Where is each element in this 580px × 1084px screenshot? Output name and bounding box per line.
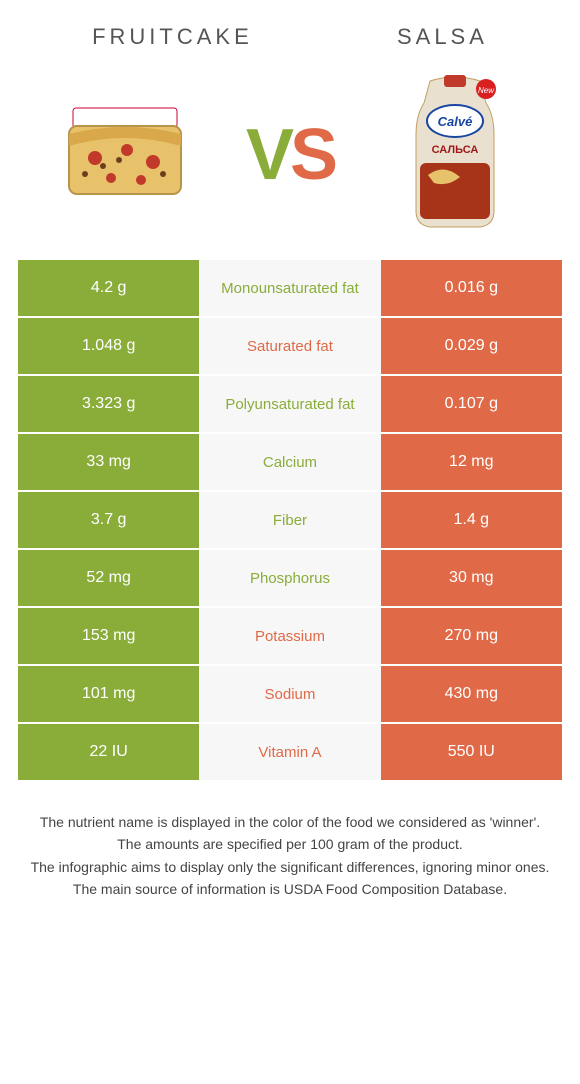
vs-label: VS	[246, 114, 334, 196]
left-value: 4.2 g	[18, 260, 199, 316]
table-row: 3.323 gPolyunsaturated fat0.107 g	[18, 376, 562, 432]
left-value: 3.7 g	[18, 492, 199, 548]
right-value: 0.107 g	[381, 376, 562, 432]
salsa-image: Calvé САЛЬСА New	[385, 85, 525, 225]
table-row: 22 IUVitamin A550 IU	[18, 724, 562, 780]
nutrient-label: Sodium	[199, 666, 380, 722]
right-value: 550 IU	[381, 724, 562, 780]
footnote-line: The nutrient name is displayed in the co…	[20, 812, 560, 832]
right-value: 12 mg	[381, 434, 562, 490]
left-value: 22 IU	[18, 724, 199, 780]
nutrient-label: Calcium	[199, 434, 380, 490]
footnote-line: The infographic aims to display only the…	[20, 857, 560, 877]
left-value: 153 mg	[18, 608, 199, 664]
header: Fruitcake Salsa	[0, 0, 580, 60]
right-value: 30 mg	[381, 550, 562, 606]
images-row: VS Calvé САЛЬСА New	[0, 60, 580, 260]
svg-text:Calvé: Calvé	[437, 114, 472, 129]
footnote-line: The amounts are specified per 100 gram o…	[20, 834, 560, 854]
nutrient-label: Vitamin A	[199, 724, 380, 780]
right-value: 270 mg	[381, 608, 562, 664]
table-row: 4.2 gMonounsaturated fat0.016 g	[18, 260, 562, 316]
left-value: 3.323 g	[18, 376, 199, 432]
svg-text:New: New	[478, 86, 495, 95]
footnote-line: The main source of information is USDA F…	[20, 879, 560, 899]
table-row: 3.7 gFiber1.4 g	[18, 492, 562, 548]
table-row: 1.048 gSaturated fat0.029 g	[18, 318, 562, 374]
right-value: 1.4 g	[381, 492, 562, 548]
left-value: 1.048 g	[18, 318, 199, 374]
nutrient-label: Monounsaturated fat	[199, 260, 380, 316]
right-food-title: Salsa	[397, 24, 488, 50]
table-row: 101 mgSodium430 mg	[18, 666, 562, 722]
left-value: 52 mg	[18, 550, 199, 606]
table-row: 52 mgPhosphorus30 mg	[18, 550, 562, 606]
nutrient-label: Phosphorus	[199, 550, 380, 606]
table-row: 33 mgCalcium12 mg	[18, 434, 562, 490]
nutrient-label: Saturated fat	[199, 318, 380, 374]
vs-s: S	[290, 115, 334, 195]
svg-text:САЛЬСА: САЛЬСА	[431, 144, 478, 156]
nutrient-label: Fiber	[199, 492, 380, 548]
fruitcake-image	[55, 85, 195, 225]
nutrient-label: Potassium	[199, 608, 380, 664]
left-value: 101 mg	[18, 666, 199, 722]
table-row: 153 mgPotassium270 mg	[18, 608, 562, 664]
right-value: 0.016 g	[381, 260, 562, 316]
vs-v: V	[246, 115, 290, 195]
comparison-table: 4.2 gMonounsaturated fat0.016 g1.048 gSa…	[0, 260, 580, 780]
left-food-title: Fruitcake	[92, 24, 253, 50]
footnotes: The nutrient name is displayed in the co…	[0, 782, 580, 899]
left-value: 33 mg	[18, 434, 199, 490]
right-value: 430 mg	[381, 666, 562, 722]
nutrient-label: Polyunsaturated fat	[199, 376, 380, 432]
right-value: 0.029 g	[381, 318, 562, 374]
